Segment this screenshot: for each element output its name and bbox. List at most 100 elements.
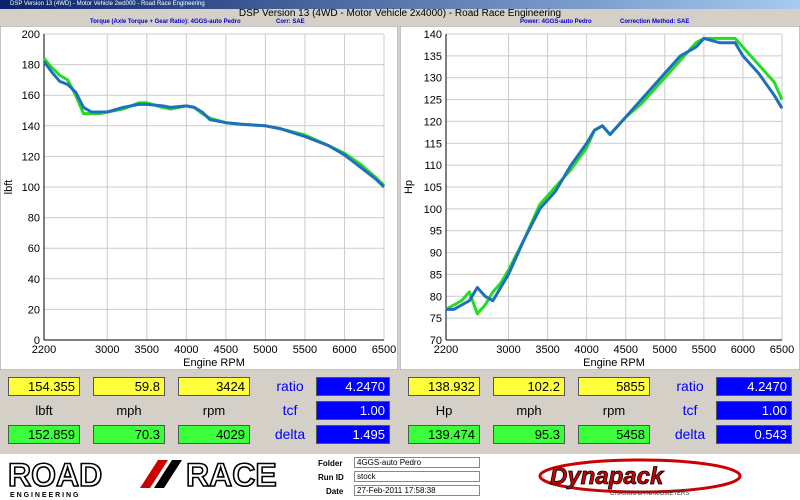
power-readout-panel: 138.932 102.2 5855 ratio 4.2470 Hp mph r… (400, 370, 800, 450)
cursor1-hp: 138.932 (408, 377, 480, 396)
power-y-tick-6: 100 (424, 204, 442, 216)
torque-chart: 2200 3000 3500 4000 4500 5000 5500 6000 6500 0 20 4… (0, 26, 398, 370)
power-y-tick-7: 105 (424, 182, 442, 194)
power-x-tick-4: 4500 (613, 344, 637, 356)
tcf-value: 1.00 (316, 401, 390, 420)
torque-y-tick-9: 180 (22, 60, 40, 72)
folder-value: 4GGS-auto Pedro (354, 457, 480, 468)
window-titlebar: DSP Version 13 (4WD) - Motor Vehicle 2wd… (0, 0, 800, 9)
cursor1-rpm-power: 5855 (578, 377, 650, 396)
torque-x-label: Engine RPM (183, 357, 245, 369)
power-y-tick-9: 115 (424, 138, 442, 150)
torque-chart-bg (0, 26, 398, 370)
torque-y-tick-8: 160 (22, 90, 40, 102)
torque-x-tick-8: 6500 (372, 344, 396, 356)
power-x-tick-2: 3500 (535, 344, 559, 356)
torque-y-tick-6: 120 (22, 151, 40, 163)
torque-header: Torque (Axle Torque + Gear Ratio): 4GGS-… (90, 19, 241, 25)
torque-x-tick-6: 5500 (293, 344, 317, 356)
delta-label: delta (274, 426, 306, 442)
power-y-tick-8: 110 (424, 160, 442, 172)
unit-lbft: lbft (35, 403, 53, 418)
cursor1-lbft: 154.355 (8, 377, 80, 396)
cursor2-rpm: 4029 (178, 425, 250, 444)
power-y-tick-12: 130 (424, 73, 442, 85)
torque-readout-panel: 154.355 59.8 3424 ratio 4.2470 lbft mph … (0, 370, 398, 450)
power-x-tick-0: 2200 (434, 344, 458, 356)
power-x-tick-5: 5000 (653, 344, 677, 356)
power-header: Power: 4GGS-auto Pedro (520, 19, 592, 25)
cursor2-hp: 139.474 (408, 425, 480, 444)
tcf-label: tcf (282, 402, 298, 418)
cursor2-lbft: 152.859 (8, 425, 80, 444)
power-x-tick-8: 6500 (770, 344, 794, 356)
logo-stripe-red (140, 460, 168, 488)
torque-y-tick-2: 40 (28, 274, 40, 286)
cursor2-mph-power: 95.3 (493, 425, 565, 444)
cursor1-mph-power: 102.2 (493, 377, 565, 396)
logo-stripe-black (154, 460, 182, 488)
tcf-value-power: 1.00 (716, 401, 792, 420)
torque-x-tick-7: 6000 (332, 344, 356, 356)
cursor2-mph: 70.3 (93, 425, 165, 444)
dynapack-swoosh (538, 458, 742, 494)
runid-label: Run ID (318, 473, 344, 482)
torque-corr: Corr: SAE (276, 19, 305, 25)
power-y-tick-11: 125 (424, 95, 442, 107)
footer: ROAD RACE E N G I N E E R I N G Folder 4… (0, 454, 800, 500)
unit-mph-power: mph (516, 403, 542, 418)
ratio-label-power: ratio (676, 378, 704, 394)
power-y-tick-4: 90 (430, 248, 442, 260)
power-chart-bg (400, 26, 800, 370)
power-x-tick-1: 3000 (496, 344, 520, 356)
window-title: DSP Version 13 (4WD - Motor Vehicle 2x40… (238, 8, 562, 19)
cursor1-mph: 59.8 (93, 377, 165, 396)
tcf-label-power: tcf (682, 402, 698, 418)
torque-x-tick-1: 3000 (95, 344, 119, 356)
power-series-1-line (446, 36, 784, 311)
date-label: Date (326, 487, 344, 496)
cursor1-rpm: 3424 (178, 377, 250, 396)
torque-y-tick-0: 0 (34, 335, 40, 347)
folder-label: Folder (318, 459, 343, 468)
torque-x-tick-0: 2200 (32, 344, 56, 356)
ratio-value: 4.2470 (316, 377, 390, 396)
power-x-tick-6: 5500 (692, 344, 716, 356)
torque-series-1-line (42, 60, 386, 189)
date-value: 27-Feb-2011 17:58:38 (354, 485, 480, 496)
power-x-tick-7: 6000 (731, 344, 755, 356)
logo-engineering-text: E N G I N E E R I N G (10, 492, 79, 499)
logo-road-text: ROAD (8, 457, 102, 493)
torque-y-tick-4: 80 (28, 213, 40, 225)
power-y-label: Hp (403, 180, 415, 194)
cursor2-rpm-power: 5458 (578, 425, 650, 444)
ratio-label: ratio (276, 378, 304, 394)
torque-y-tick-3: 60 (28, 243, 40, 255)
torque-y-tick-5: 100 (22, 182, 40, 194)
power-y-tick-3: 85 (430, 269, 442, 281)
torque-x-tick-4: 4500 (214, 344, 238, 356)
power-y-tick-2: 80 (430, 291, 442, 303)
power-correction: Correction Method: SAE (620, 19, 690, 25)
road-race-logo: ROAD RACE E N G I N E E R I N G (7, 456, 277, 499)
dynapack-sub-text: CHASSIS DYNAMOMETERS (610, 491, 689, 497)
delta-label-power: delta (674, 426, 706, 442)
power-y-tick-5: 95 (430, 226, 442, 238)
torque-x-tick-2: 3500 (135, 344, 159, 356)
unit-rpm: rpm (202, 403, 226, 418)
power-y-tick-0: 70 (430, 335, 442, 347)
ratio-value-power: 4.2470 (716, 377, 792, 396)
unit-mph: mph (116, 403, 142, 418)
power-y-tick-14: 140 (424, 29, 442, 41)
power-y-tick-10: 120 (424, 116, 442, 128)
delta-value-power: 0.543 (716, 425, 792, 444)
dynapack-text: Dynapack (550, 463, 665, 490)
dynapack-logo: Dynapack CHASSIS DYNAMOMETERS (538, 458, 742, 497)
torque-y-tick-7: 140 (22, 121, 40, 133)
titlebar-text: DSP Version 13 (4WD) - Motor Vehicle 2wd… (10, 1, 205, 7)
power-x-label: Engine RPM (583, 357, 645, 369)
unit-rpm-power: rpm (602, 403, 626, 418)
power-y-tick-1: 75 (430, 313, 442, 325)
torque-x-tick-5: 5000 (253, 344, 277, 356)
power-y-tick-13: 135 (424, 51, 442, 63)
